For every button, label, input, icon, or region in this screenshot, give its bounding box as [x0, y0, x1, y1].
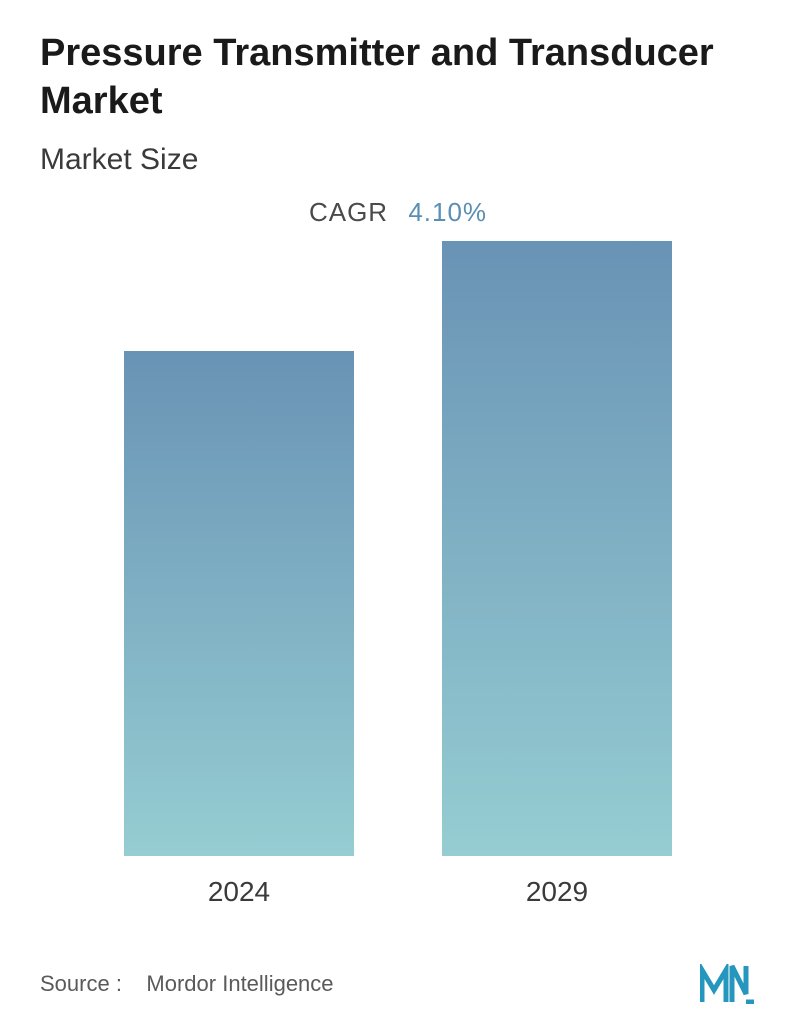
source-label: Source :: [40, 971, 122, 996]
footer: Source : Mordor Intelligence: [40, 964, 756, 1004]
bar-2024: [124, 351, 354, 856]
cagr-row: CAGR 4.10%: [40, 197, 756, 228]
brand-logo-icon: [700, 964, 756, 1004]
bar-chart: 2024 2029: [40, 288, 756, 908]
bar-2029: [442, 241, 672, 856]
cagr-label: CAGR: [309, 197, 388, 227]
page-title: Pressure Transmitter and Transducer Mark…: [40, 30, 756, 125]
source-text: Source : Mordor Intelligence: [40, 971, 334, 997]
cagr-value: 4.10%: [408, 197, 487, 227]
bar-group: 2029: [437, 241, 677, 908]
bar-group: 2024: [119, 351, 359, 908]
bar-label: 2029: [526, 876, 588, 908]
bar-label: 2024: [208, 876, 270, 908]
source-name: Mordor Intelligence: [146, 971, 333, 996]
page-subtitle: Market Size: [40, 143, 756, 177]
